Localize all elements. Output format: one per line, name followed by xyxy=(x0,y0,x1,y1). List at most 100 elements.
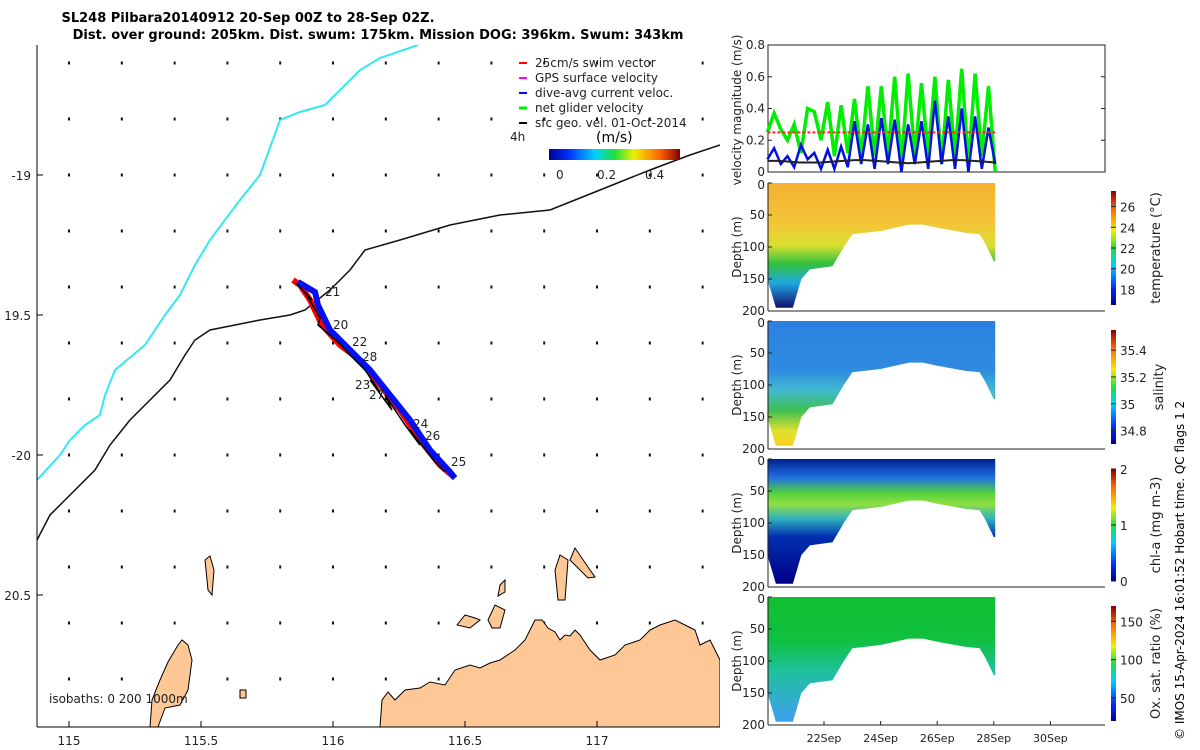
geo-vel-arrow xyxy=(648,285,651,289)
geo-vel-arrow xyxy=(384,397,387,401)
section-oxygen: 0 50 100 150 200 Depth (m) 50 100 150 Ox. sat. ra… xyxy=(730,592,1164,745)
geo-vel-arrow xyxy=(596,621,598,625)
map-colorbar xyxy=(549,149,680,160)
geo-vel-arrow xyxy=(226,621,229,625)
geo-vel-arrow xyxy=(173,117,176,121)
geo-vel-arrow xyxy=(543,61,546,65)
geo-vel-arrow xyxy=(437,677,440,681)
day-label: 27 xyxy=(369,388,384,402)
cbar-tick-label: 24 xyxy=(1120,221,1135,235)
geo-vel-arrow xyxy=(701,173,704,177)
geo-vel-arrow xyxy=(437,229,440,233)
geo-vel-arrow xyxy=(68,677,70,681)
y-tick-label: 200 xyxy=(742,580,765,594)
map-legend: 25cm/s swim vector GPS surface velocity … xyxy=(510,56,687,182)
geo-vel-arrow xyxy=(437,621,440,625)
y-tick-label: 150 xyxy=(742,410,765,424)
geo-vel-arrow xyxy=(490,453,493,457)
geo-vel-arrow xyxy=(701,565,704,569)
geo-vel-arrow xyxy=(437,397,440,401)
geo-vel-arrow xyxy=(68,621,70,625)
geo-vel-arrow xyxy=(384,229,387,233)
geo-vel-arrow xyxy=(279,453,282,457)
y-tick-label: 50 xyxy=(750,622,765,636)
depth-ylabel: Depth (m) xyxy=(730,630,744,691)
geo-vel-arrow xyxy=(384,285,387,289)
cbar-tick-label: 34.8 xyxy=(1120,425,1147,439)
geo-vel-arrow xyxy=(173,453,176,457)
geo-vel-arrow xyxy=(543,117,546,121)
oxygen-colorbar xyxy=(1111,606,1116,721)
cbar-tick-label: 150 xyxy=(1120,615,1143,629)
day-label: 25 xyxy=(451,455,466,469)
geo-vel-arrow xyxy=(701,117,704,121)
y-tick-label: -20 xyxy=(11,449,31,463)
geo-vel-arrow xyxy=(437,61,440,65)
geo-vel-arrow xyxy=(120,397,123,401)
y-tick-label: -19 xyxy=(11,169,31,183)
geo-vel-arrow xyxy=(226,509,229,513)
geo-vel-arrow xyxy=(68,453,70,457)
y-tick-label: 150 xyxy=(742,686,765,700)
section-temperature: 0 50 100 150 200 Depth (m) 18 20 22 24 26 temperatu… xyxy=(730,178,1164,318)
geo-vel-arrow xyxy=(332,509,334,513)
depth-ylabel: Depth (m) xyxy=(730,492,744,553)
geo-vel-arrow xyxy=(68,229,70,233)
section-salinity: 0 50 100 150 200 Depth (m) 34.8 35 35.2 35.4 salin… xyxy=(730,316,1167,456)
map-cbar-tick: 0 xyxy=(556,168,564,182)
geo-vel-arrow xyxy=(332,229,334,233)
geo-vel-arrow xyxy=(332,621,334,625)
geo-vel-arrow xyxy=(279,173,282,177)
map-colorbar-label: (m/s) xyxy=(596,130,633,146)
cbar-tick-label: 35 xyxy=(1120,398,1135,412)
geo-vel-arrow xyxy=(68,397,70,401)
cbar-tick-label: 2 xyxy=(1120,463,1128,477)
geo-vel-arrow xyxy=(490,173,493,177)
cbar-tick-label: 1 xyxy=(1120,519,1128,533)
isobath-1000m xyxy=(37,144,720,541)
geo-vel-arrow xyxy=(596,285,598,289)
cbar-tick-label: 20 xyxy=(1120,263,1135,277)
geo-vel-arrow xyxy=(173,565,176,569)
geo-vel-arrow xyxy=(120,509,123,513)
geo-vel-arrow xyxy=(596,397,598,401)
geo-vel-arrow xyxy=(279,565,282,569)
geo-vel-arrow xyxy=(120,621,123,625)
geo-vel-arrow xyxy=(68,173,70,177)
geo-vel-arrow xyxy=(120,117,123,121)
geo-vel-arrow xyxy=(648,621,651,625)
scale-label: 4h xyxy=(510,130,525,144)
y-tick-label: 0.8 xyxy=(746,38,765,52)
geo-vel-arrow xyxy=(120,677,123,681)
day-label: 20 xyxy=(333,318,348,332)
title-line1: SL248 Pilbara20140912 20-Sep 00Z to 28-S… xyxy=(61,11,434,26)
geo-vel-arrow xyxy=(279,61,282,65)
geo-vel-arrow xyxy=(490,509,493,513)
legend-label: 25cm/s swim vector xyxy=(535,56,656,70)
geo-vel-arrow xyxy=(384,677,387,681)
geo-vel-arrow xyxy=(279,509,282,513)
geo-vel-arrow xyxy=(543,285,546,289)
x-tick-label: 28Sep xyxy=(976,732,1011,745)
island-cluster xyxy=(204,546,596,699)
y-tick-label: 100 xyxy=(742,516,765,530)
footer-credit: © IMOS 15-Apr-2024 16:01:52 Hobart time.… xyxy=(1173,401,1187,740)
day-label: 26 xyxy=(425,429,440,443)
geo-vel-arrow xyxy=(490,341,493,345)
geo-vel-arrow xyxy=(490,285,493,289)
geo-vel-arrow xyxy=(279,229,282,233)
y-tick-label: 0.6 xyxy=(746,70,765,84)
geo-vel-arrow xyxy=(701,453,704,457)
dive-avg-current-trace xyxy=(296,279,458,480)
geo-vel-arrow xyxy=(332,341,334,345)
oxygen-cbar-label: Ox. sat. ratio (%) xyxy=(1149,608,1164,719)
geo-vel-arrow xyxy=(596,453,598,457)
y-tick-label: 0.2 xyxy=(746,133,765,147)
geo-vel-arrow xyxy=(543,453,546,457)
y-tick-label: 50 xyxy=(750,346,765,360)
geo-vel-arrow xyxy=(173,621,176,625)
geo-vel-arrow xyxy=(490,229,493,233)
geo-vel-arrow xyxy=(226,173,229,177)
geo-vel-arrow xyxy=(332,61,334,65)
